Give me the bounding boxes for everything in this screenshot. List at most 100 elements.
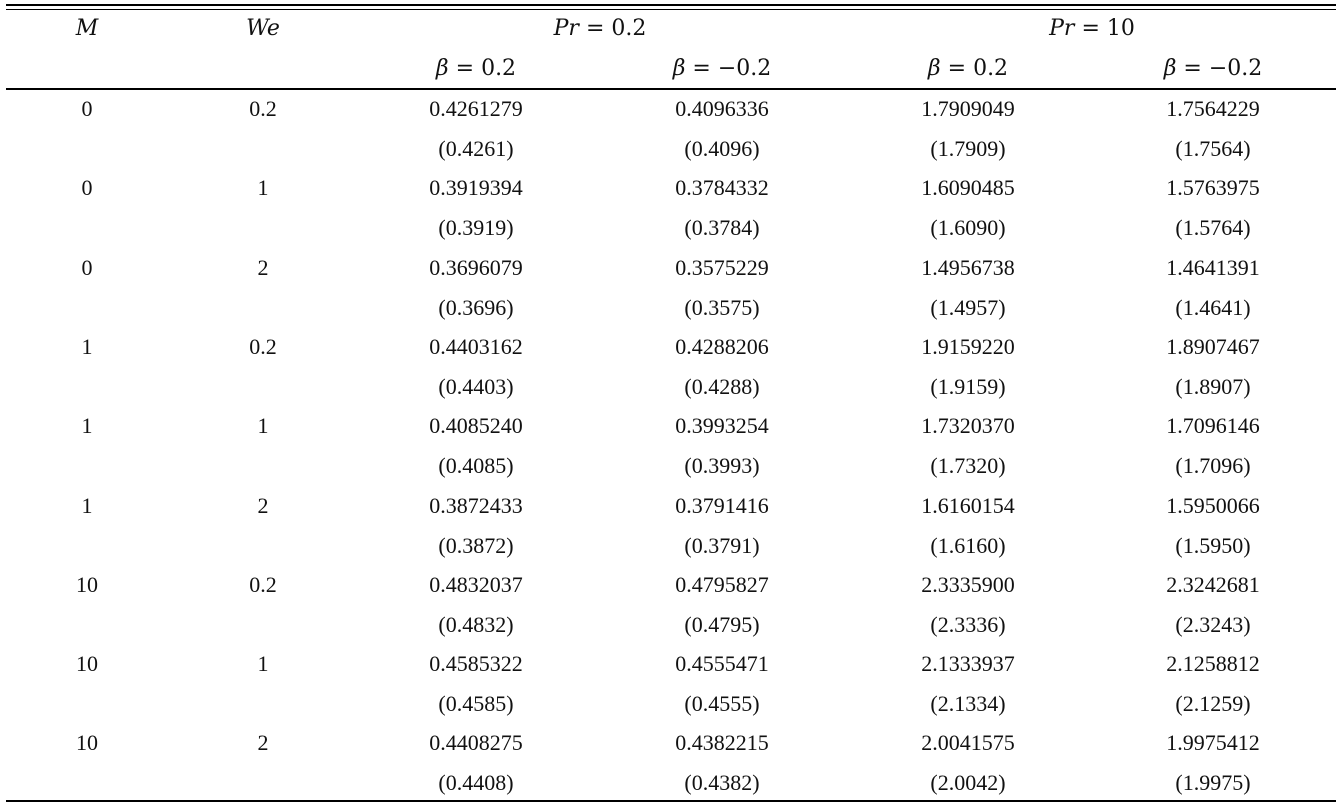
cell-reference-value: (0.3872)	[438, 533, 514, 558]
header-rule	[6, 88, 1336, 90]
cell-reference-value: (1.6160)	[930, 533, 1006, 558]
cell-value: 0.3784332	[675, 175, 769, 200]
cell-value: 0.3919394	[429, 175, 523, 200]
cell-value: 2.1258812	[1166, 651, 1260, 676]
cell-reference-value: (0.4288)	[684, 374, 760, 399]
cell-m: 1	[81, 493, 93, 518]
cell-m: 10	[76, 730, 98, 755]
header-beta-3: β = 0.2	[927, 56, 1009, 81]
cell-we: 2	[257, 493, 269, 518]
cell-value: 0.3791416	[675, 493, 769, 518]
cell-reference-value: (0.4795)	[684, 612, 760, 637]
cell-value: 1.5950066	[1166, 493, 1260, 518]
cell-value: 2.3242681	[1166, 572, 1260, 597]
cell-m: 0	[81, 175, 93, 200]
cell-reference-value: (0.3575)	[684, 295, 760, 320]
cell-value: 0.3696079	[429, 255, 523, 280]
cell-reference-value: (1.7564)	[1175, 136, 1251, 161]
header-m: M	[75, 16, 99, 41]
cell-we: 0.2	[249, 96, 277, 121]
cell-value: 2.0041575	[921, 730, 1015, 755]
cell-value: 0.3872433	[429, 493, 523, 518]
top-rule-outer	[6, 4, 1336, 6]
cell-value: 1.6160154	[921, 493, 1015, 518]
cell-reference-value: (1.6090)	[930, 215, 1006, 240]
cell-value: 1.8907467	[1166, 334, 1260, 359]
cell-reference-value: (0.4085)	[438, 453, 514, 478]
cell-value: 1.4956738	[921, 255, 1015, 280]
cell-reference-value: (2.3336)	[930, 612, 1006, 637]
cell-we: 2	[257, 730, 269, 755]
cell-value: 1.7320370	[921, 413, 1015, 438]
cell-value: 2.1333937	[921, 651, 1015, 676]
cell-reference-value: (1.7096)	[1175, 453, 1251, 478]
cell-reference-value: (0.3784)	[684, 215, 760, 240]
cell-we: 2	[257, 255, 269, 280]
cell-value: 0.3575229	[675, 255, 769, 280]
cell-reference-value: (0.4261)	[438, 136, 514, 161]
cell-reference-value: (2.3243)	[1175, 612, 1251, 637]
cell-reference-value: (1.4957)	[930, 295, 1006, 320]
cell-reference-value: (0.4832)	[438, 612, 514, 637]
cell-value: 1.5763975	[1166, 175, 1260, 200]
cell-reference-value: (1.9975)	[1175, 770, 1251, 795]
header-we: We	[246, 16, 280, 41]
cell-value: 1.7909049	[921, 96, 1015, 121]
cell-value: 0.4403162	[429, 334, 523, 359]
cell-value: 0.4382215	[675, 730, 769, 755]
cell-reference-value: (0.3993)	[684, 453, 760, 478]
header-beta-1: β = 0.2	[435, 56, 517, 81]
cell-m: 10	[76, 651, 98, 676]
cell-reference-value: (0.4403)	[438, 374, 514, 399]
top-rule-inner	[6, 9, 1336, 10]
cell-reference-value: (1.9159)	[930, 374, 1006, 399]
cell-reference-value: (2.0042)	[930, 770, 1006, 795]
cell-value: 0.4585322	[429, 651, 523, 676]
cell-reference-value: (1.5764)	[1175, 215, 1251, 240]
cell-reference-value: (2.1334)	[930, 691, 1006, 716]
cell-value: 0.4085240	[429, 413, 523, 438]
cell-reference-value: (0.4382)	[684, 770, 760, 795]
cell-we: 1	[257, 413, 269, 438]
cell-value: 1.9975412	[1166, 730, 1260, 755]
cell-reference-value: (0.3791)	[684, 533, 760, 558]
bottom-rule	[6, 800, 1336, 802]
header-beta-2: β = −0.2	[672, 56, 772, 81]
cell-reference-value: (0.3919)	[438, 215, 514, 240]
cell-m: 1	[81, 334, 93, 359]
cell-we: 0.2	[249, 572, 277, 597]
cell-reference-value: (1.5950)	[1175, 533, 1251, 558]
cell-value: 0.4795827	[675, 572, 769, 597]
cell-value: 0.4288206	[675, 334, 769, 359]
cell-value: 1.7096146	[1166, 413, 1260, 438]
cell-reference-value: (1.7320)	[930, 453, 1006, 478]
cell-reference-value: (0.4555)	[684, 691, 760, 716]
cell-value: 2.3335900	[921, 572, 1015, 597]
cell-reference-value: (0.4585)	[438, 691, 514, 716]
header-group-pr-high: Pr = 10	[1049, 16, 1135, 41]
cell-reference-value: (2.1259)	[1175, 691, 1251, 716]
cell-we: 1	[257, 651, 269, 676]
cell-value: 0.4832037	[429, 572, 523, 597]
cell-m: 0	[81, 255, 93, 280]
cell-value: 0.4555471	[675, 651, 769, 676]
cell-reference-value: (0.4096)	[684, 136, 760, 161]
cell-value: 0.3993254	[675, 413, 769, 438]
cell-m: 10	[76, 572, 98, 597]
cell-we: 0.2	[249, 334, 277, 359]
cell-value: 0.4261279	[429, 96, 523, 121]
cell-value: 1.6090485	[921, 175, 1015, 200]
cell-value: 1.4641391	[1166, 255, 1260, 280]
cell-reference-value: (0.4408)	[438, 770, 514, 795]
cell-m: 1	[81, 413, 93, 438]
cell-value: 1.7564229	[1166, 96, 1260, 121]
cell-reference-value: (0.3696)	[438, 295, 514, 320]
header-group-pr-low: Pr = 0.2	[553, 16, 647, 41]
cell-value: 0.4408275	[429, 730, 523, 755]
cell-reference-value: (1.8907)	[1175, 374, 1251, 399]
cell-reference-value: (1.4641)	[1175, 295, 1251, 320]
cell-reference-value: (1.7909)	[930, 136, 1006, 161]
cell-value: 0.4096336	[675, 96, 769, 121]
cell-we: 1	[257, 175, 269, 200]
header-beta-4: β = −0.2	[1163, 56, 1263, 81]
